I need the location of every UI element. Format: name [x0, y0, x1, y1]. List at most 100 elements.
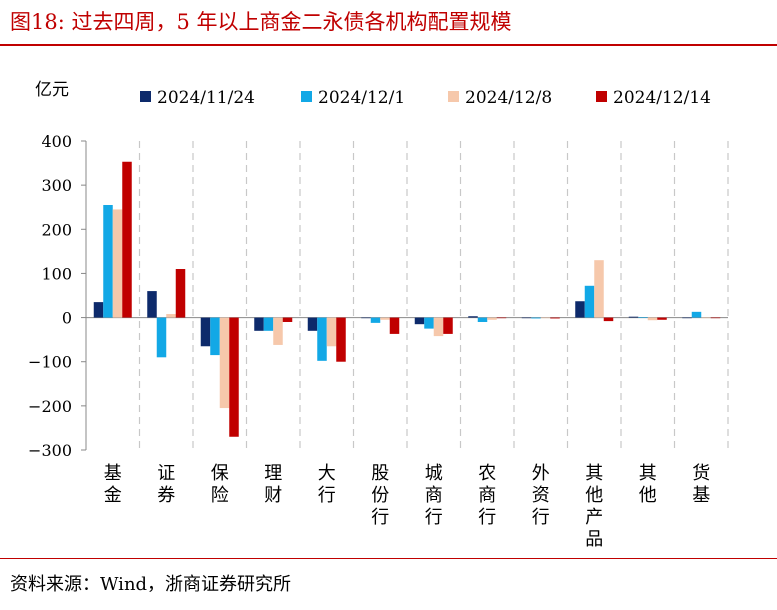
legend: 2024/11/24 2024/12/1 2024/12/8 2024/12/14: [140, 88, 711, 108]
legend-swatch: [448, 91, 459, 102]
category-label: 基: [104, 463, 122, 484]
title-divider: [0, 44, 777, 46]
source-note: 资料来源：Wind，浙商证券研究所: [10, 574, 292, 595]
y-tick-label: −200: [28, 397, 72, 416]
bar-1-7: [414, 317, 425, 325]
legend-label: 2024/12/8: [465, 88, 552, 108]
category-label: 他: [585, 485, 603, 506]
bar-1-1: [93, 302, 104, 318]
bar-1-5: [307, 317, 318, 331]
category-separators: [138, 141, 729, 450]
category-label: 行: [478, 507, 496, 528]
bar-4-7: [443, 317, 453, 334]
bar-4-11: [657, 317, 667, 320]
legend-swatch: [301, 91, 312, 102]
legend-swatch: [140, 91, 151, 102]
bar-3-2: [166, 314, 176, 318]
bar-2-2: [156, 317, 167, 358]
y-tick-label: 300: [41, 176, 72, 195]
bar-4-3: [229, 317, 239, 437]
y-tick-label: 100: [41, 264, 72, 283]
category-label: 外: [532, 463, 550, 484]
bar-4-6: [389, 317, 400, 334]
bar-3-5: [326, 317, 337, 347]
legend-label: 2024/12/14: [613, 88, 711, 108]
bar-4-8: [496, 317, 507, 319]
bar-3-3: [219, 317, 230, 409]
bar-2-4: [263, 317, 274, 331]
bar-2-10: [584, 285, 595, 318]
bar-3-11: [647, 317, 658, 321]
bar-2-9: [531, 317, 541, 319]
legend-swatch: [596, 91, 607, 102]
bar-3-7: [433, 317, 444, 337]
bar-4-10: [603, 317, 614, 322]
bar-4-12: [710, 317, 721, 319]
y-tick-label: 400: [41, 132, 72, 151]
y-tick-label: 200: [41, 220, 72, 239]
category-label: 理: [264, 463, 282, 484]
category-label: 券: [157, 485, 175, 506]
category-label: 城: [425, 463, 443, 484]
category-label: 资: [532, 485, 550, 506]
source-divider: [0, 558, 777, 559]
bar-1-4: [254, 317, 264, 331]
category-label: 品: [585, 529, 603, 550]
category-label: 行: [318, 485, 336, 506]
y-tick-label: 0: [62, 309, 72, 328]
category-label: 行: [532, 507, 550, 528]
category-label: 其: [585, 463, 603, 484]
bar-4-4: [282, 317, 293, 322]
bar-3-9: [540, 317, 551, 319]
category-label: 行: [425, 507, 443, 528]
bar-1-10: [575, 301, 585, 318]
category-label: 份: [371, 485, 389, 506]
category-label: 财: [264, 485, 282, 506]
category-label: 商: [478, 485, 496, 506]
category-label: 基: [692, 485, 710, 506]
category-label: 产: [585, 507, 603, 528]
bar-2-8: [477, 317, 488, 322]
category-label: 股: [371, 463, 389, 484]
bar-4-2: [175, 269, 186, 318]
bar-1-9: [521, 317, 532, 319]
category-label: 商: [425, 485, 443, 506]
category-label: 金: [104, 485, 122, 506]
category-label: 大: [318, 463, 336, 484]
bar-1-8: [468, 316, 478, 318]
bar-3-4: [273, 317, 283, 345]
category-label: 险: [211, 485, 229, 506]
bar-2-1: [103, 205, 113, 318]
bar-2-3: [210, 317, 220, 356]
bar-3-12: [701, 317, 711, 319]
legend-label: 2024/12/1: [318, 88, 405, 108]
bars: [93, 161, 721, 437]
bar-4-1: [122, 161, 132, 318]
bar-1-6: [361, 317, 371, 319]
y-tick-label: −300: [28, 441, 72, 460]
bar-2-5: [317, 317, 327, 361]
y-axis-unit-label: 亿元: [35, 80, 69, 100]
bar-3-10: [594, 260, 604, 318]
bar-2-12: [691, 311, 702, 318]
bar-1-12: [682, 317, 692, 319]
bar-2-7: [424, 317, 434, 329]
bar-3-1: [112, 209, 123, 318]
category-label: 保: [211, 463, 229, 484]
figure-title: 图18: 过去四周，5 年以上商金二永债各机构配置规模: [10, 10, 512, 34]
category-label: 证: [157, 463, 175, 484]
bar-1-3: [200, 317, 211, 347]
bar-4-9: [550, 317, 560, 319]
category-label: 农: [478, 463, 496, 484]
bar-4-5: [336, 317, 346, 362]
bar-2-6: [370, 317, 381, 323]
bar-1-2: [147, 291, 157, 318]
category-label: 货: [692, 463, 710, 484]
category-label: 其: [639, 463, 657, 484]
y-tick-label: −100: [28, 353, 72, 372]
legend-label: 2024/11/24: [157, 88, 255, 108]
bar-2-11: [638, 317, 648, 318]
bar-1-11: [628, 316, 639, 318]
